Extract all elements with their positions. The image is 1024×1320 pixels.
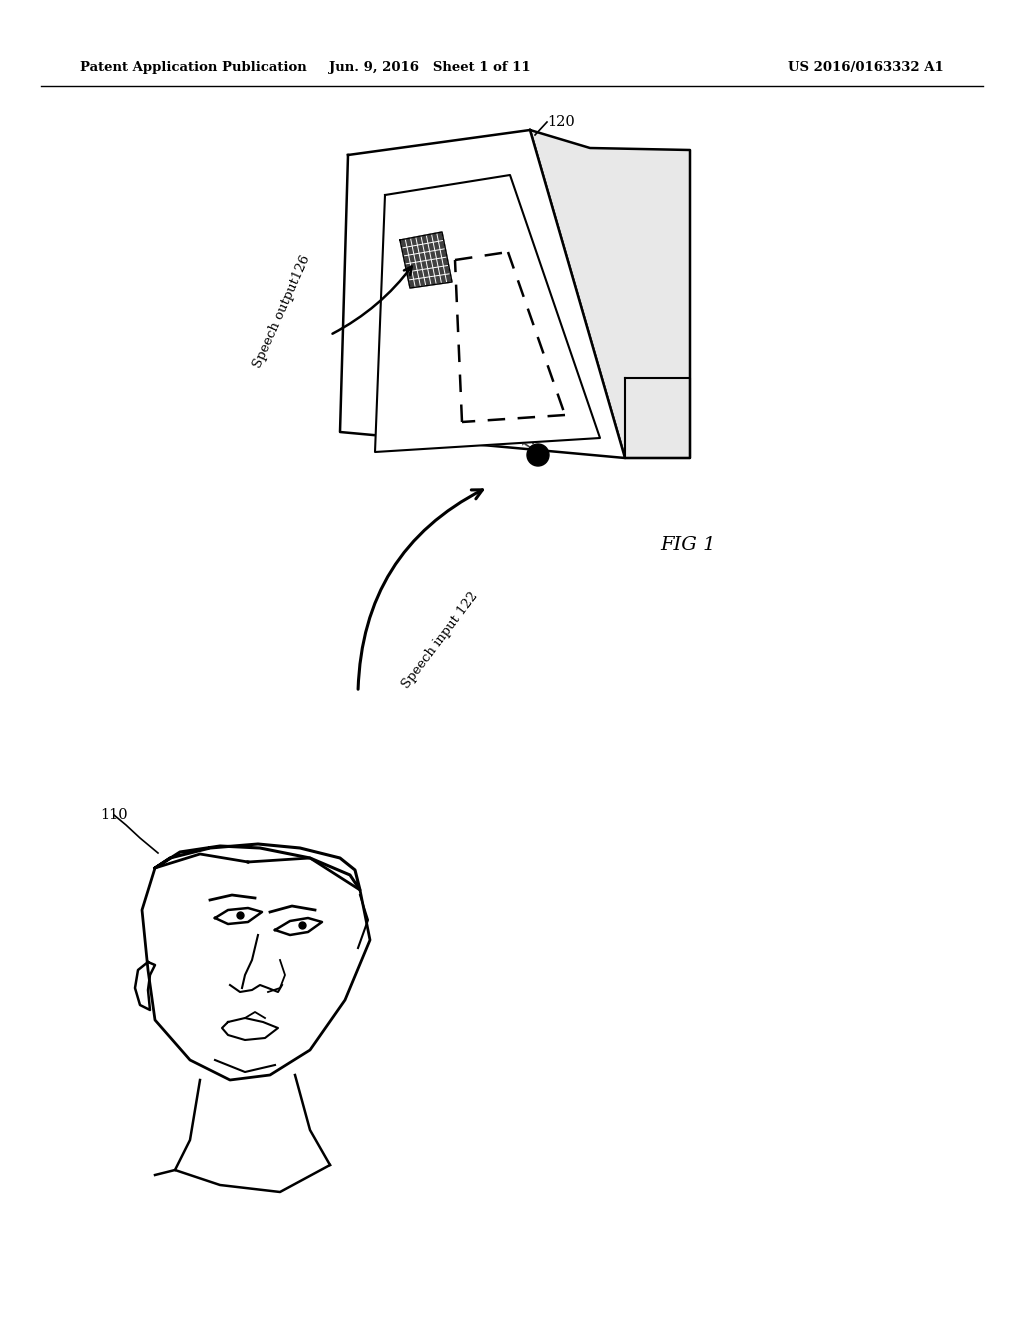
Text: 124: 124 [520, 424, 545, 451]
Text: FIG 1: FIG 1 [660, 536, 716, 554]
Text: Jun. 9, 2016   Sheet 1 of 11: Jun. 9, 2016 Sheet 1 of 11 [329, 62, 530, 74]
Text: 129: 129 [432, 338, 458, 351]
Circle shape [527, 444, 549, 466]
Text: 120: 120 [547, 115, 574, 129]
Text: 128: 128 [467, 234, 492, 261]
Polygon shape [340, 129, 625, 458]
Text: Speech output126: Speech output126 [251, 253, 312, 371]
Text: US 2016/0163332 A1: US 2016/0163332 A1 [788, 62, 944, 74]
Polygon shape [530, 129, 690, 458]
Text: 125: 125 [484, 285, 509, 314]
Text: 110: 110 [100, 808, 128, 822]
Polygon shape [400, 232, 452, 288]
Text: Patent Application Publication: Patent Application Publication [80, 62, 307, 74]
Polygon shape [375, 176, 600, 451]
Text: Speech input 122: Speech input 122 [399, 589, 480, 690]
